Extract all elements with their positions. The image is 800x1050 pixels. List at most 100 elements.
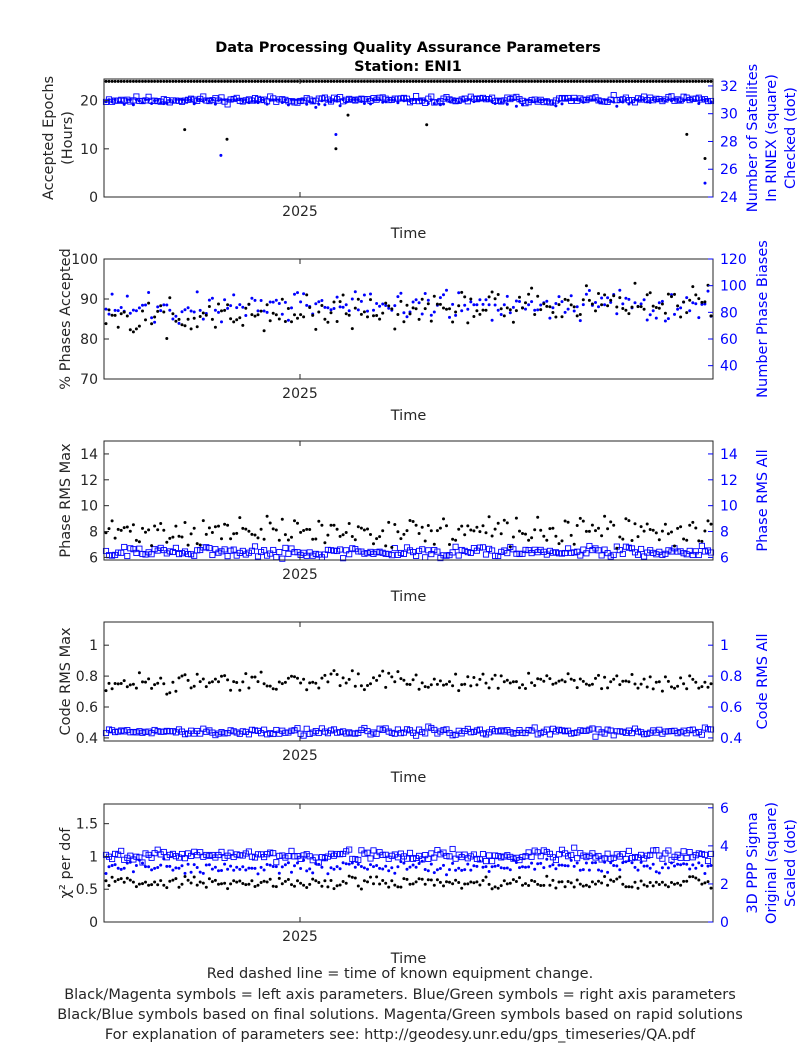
epochs-right-dot-point	[384, 100, 388, 104]
code_rms-left-point	[274, 687, 278, 691]
epochs-right-dot-point	[484, 98, 488, 102]
phases-right-dot-point	[189, 309, 193, 313]
phases-right-dot-point	[226, 306, 230, 310]
code_rms-right-square-point	[528, 727, 535, 734]
code_rms-left-point	[706, 685, 710, 689]
chi2-left-point	[150, 883, 154, 887]
phases-left-point	[162, 310, 166, 314]
code_rms-left-point	[104, 689, 108, 693]
code_rms-left-point	[569, 677, 573, 681]
epochs-left-point	[518, 79, 521, 83]
chi2-left-point	[484, 875, 488, 879]
epochs-right-dot-point	[296, 98, 299, 102]
epochs-left-point	[402, 79, 406, 83]
epochs-right-dot-point	[113, 98, 117, 102]
chi2-left-point	[670, 881, 673, 884]
phase_rms-left-point	[110, 519, 114, 523]
epochs-left-point	[694, 79, 698, 83]
phase_rms-right-square-point	[172, 544, 179, 551]
epochs-right-dot-point	[217, 98, 220, 102]
code_rms-right-square-point	[303, 725, 310, 732]
phases-xlabel: Time	[390, 408, 427, 424]
phases-left-point	[201, 311, 205, 315]
phases-right-dot-point	[201, 317, 205, 321]
epochs-left-point	[399, 79, 403, 83]
epochs-right-dot-point	[347, 98, 351, 102]
phase_rms-left-point	[116, 527, 120, 531]
phase_rms-left-point	[445, 524, 448, 528]
code_rms-left-point	[174, 689, 178, 693]
epochs-left-point	[597, 79, 600, 83]
chi2-right-square-point	[701, 851, 708, 858]
phases-left-point	[104, 322, 108, 326]
chi2-left-point	[299, 881, 303, 885]
epochs-left-point	[575, 79, 579, 83]
epochs-right-dot-point	[584, 98, 588, 102]
code_rms-right-square-point	[385, 728, 392, 735]
phase_rms-right-square-point	[598, 552, 605, 559]
phase_rms-left-point	[590, 523, 594, 527]
chi2-left-point	[542, 883, 546, 887]
chi2-right-dot-point	[131, 870, 135, 874]
phases-left-point	[250, 313, 254, 317]
chi2-left-point	[621, 882, 625, 886]
epochs-right-dot-point	[244, 98, 248, 102]
phases-left-point	[648, 291, 652, 295]
phase_rms-left-point	[162, 528, 166, 532]
chi2-right-dot-point	[359, 865, 363, 868]
chi2-right-dot-point	[657, 871, 661, 875]
phases-left-tick-label: 80	[80, 332, 98, 348]
chi2-left-point	[438, 880, 442, 884]
phase_rms-right-square-point	[641, 553, 648, 560]
code_rms-left-point	[241, 680, 245, 684]
phase_rms-right-square-point	[482, 551, 490, 558]
chi2-right-square-point	[346, 846, 353, 853]
code_rms-right-square-point	[136, 728, 143, 735]
phase_rms-left-point	[666, 532, 670, 536]
phase_rms-right-square-point	[416, 547, 423, 554]
epochs-left-point	[128, 79, 132, 83]
epochs-left-point	[226, 79, 230, 83]
epochs-left-point	[457, 79, 461, 83]
phase_rms-left-point	[673, 544, 676, 548]
chi2-right-square-point	[707, 850, 715, 857]
epochs-left-point	[250, 79, 254, 83]
epochs-left-point	[478, 79, 482, 83]
phases-left-point	[408, 312, 412, 316]
epochs-right-dot-point	[165, 101, 169, 105]
chi2-left-point	[110, 875, 114, 879]
epochs-right-dot-point	[198, 98, 202, 102]
chi2-left-point	[329, 879, 333, 882]
phases-left-point	[697, 297, 701, 301]
chi2-right-dot-point	[694, 866, 698, 870]
phase_rms-right-square-point	[203, 544, 210, 551]
phases-left-point	[314, 327, 318, 331]
code_rms-left-point	[673, 686, 676, 690]
epochs-left-point	[159, 79, 163, 83]
epochs-left-point	[353, 79, 357, 83]
code_rms-left-point	[341, 676, 345, 680]
epochs-right-dot-point	[414, 98, 418, 102]
epochs-right-dot-point	[387, 98, 391, 102]
code_rms-left-point	[475, 683, 479, 687]
phases-right-tick-label: 80	[720, 305, 738, 321]
phase_rms-right-square-point	[695, 551, 702, 559]
chi2-right-square-point	[416, 852, 423, 859]
phase_rms-left-point	[396, 530, 400, 534]
epochs-right-dot-point	[378, 98, 382, 102]
epochs-left-point	[147, 79, 151, 83]
chi2-right-square-point	[595, 852, 602, 860]
chi2-right-square-point	[248, 853, 255, 860]
chi2-right-dot-point	[527, 865, 531, 869]
chi2-ylabel-right: Original (square)	[764, 802, 780, 924]
chi2-right-dot-point	[144, 865, 147, 869]
epochs-right-dot-point	[411, 98, 415, 102]
code_rms-left-point	[590, 682, 594, 686]
code_rms-left-point	[581, 679, 585, 683]
chi2-right-dot-point	[587, 868, 591, 872]
code_rms-left-point	[207, 681, 211, 685]
code_rms-left-point	[280, 682, 284, 686]
phases-left-point	[247, 302, 251, 306]
chi2-left-point	[575, 878, 579, 882]
chi2-right-dot-point	[320, 865, 324, 869]
